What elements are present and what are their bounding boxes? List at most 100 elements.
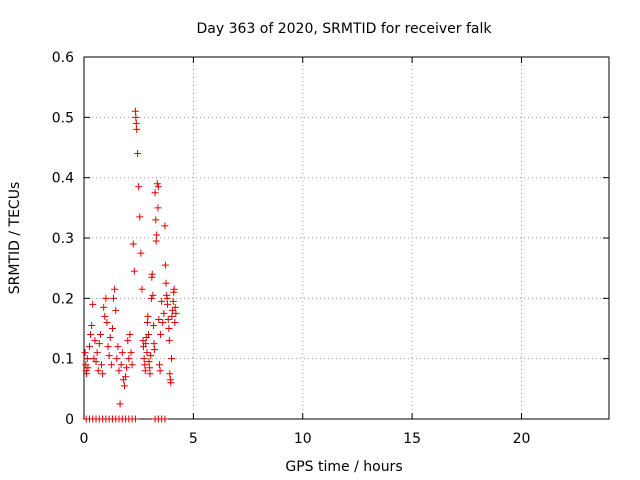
data-point	[114, 343, 122, 351]
data-point	[145, 331, 153, 339]
data-point	[135, 183, 143, 191]
x-tick-label: 0	[80, 431, 89, 447]
x-tick-label: 10	[294, 431, 312, 447]
data-points	[81, 107, 180, 423]
data-point	[150, 340, 158, 348]
data-point	[84, 364, 92, 372]
data-point	[87, 331, 95, 339]
data-point	[155, 361, 163, 369]
data-point	[156, 367, 164, 375]
data-point	[96, 331, 104, 339]
data-point	[107, 361, 115, 369]
data-point	[148, 270, 156, 278]
data-point	[150, 346, 158, 354]
data-point	[88, 321, 96, 329]
data-point	[155, 315, 163, 323]
data-point	[132, 119, 140, 127]
x-tick-label: 5	[189, 431, 198, 447]
data-point	[108, 325, 116, 332]
data-point	[146, 370, 154, 378]
data-point	[99, 370, 107, 378]
data-point	[129, 240, 137, 248]
data-point	[83, 370, 91, 378]
data-point	[162, 279, 170, 287]
data-point	[146, 364, 154, 372]
data-point	[94, 367, 102, 375]
chart-title: Day 363 of 2020, SRMTID for receiver fal…	[197, 21, 493, 37]
data-point	[143, 318, 151, 326]
data-point	[159, 318, 167, 326]
data-point	[81, 349, 89, 357]
data-point	[91, 337, 99, 345]
data-point	[123, 364, 131, 372]
x-tick-label: 20	[513, 431, 531, 447]
data-point	[172, 309, 180, 317]
data-point	[165, 325, 173, 332]
data-point	[171, 303, 179, 311]
data-point	[136, 213, 144, 221]
data-point	[106, 334, 114, 342]
data-point	[105, 352, 113, 360]
data-point	[164, 300, 172, 308]
data-point	[133, 125, 141, 133]
data-point	[168, 312, 176, 320]
data-point	[161, 222, 169, 230]
data-point	[117, 361, 125, 369]
data-point	[170, 285, 178, 293]
data-point	[115, 367, 123, 375]
data-point	[151, 189, 159, 197]
data-point	[130, 267, 138, 275]
data-point	[142, 340, 150, 348]
data-point	[163, 294, 171, 302]
y-tick-label: 0.4	[52, 171, 74, 187]
data-point	[144, 312, 152, 320]
data-point	[154, 183, 162, 191]
axis-ticks: 0 0.1 0.2 0.3 0.4 0.5 0.6 0 5 10 15 20	[52, 50, 609, 447]
data-point	[145, 358, 153, 366]
y-tick-label: 0.1	[52, 352, 74, 368]
data-point	[152, 237, 160, 245]
data-point	[83, 355, 91, 363]
data-point	[116, 400, 124, 408]
data-point	[126, 331, 134, 339]
y-tick-label: 0.5	[52, 110, 74, 126]
y-tick-label: 0	[65, 412, 74, 428]
data-point	[165, 337, 173, 345]
data-point	[158, 297, 166, 305]
grid-lines	[84, 57, 609, 419]
data-point	[104, 343, 112, 351]
data-point	[152, 216, 160, 224]
y-tick-label: 0.2	[52, 291, 74, 307]
data-point	[110, 294, 118, 302]
data-point	[112, 306, 120, 314]
data-point	[168, 355, 175, 363]
data-point	[120, 382, 128, 390]
y-tick-label: 0.3	[52, 231, 74, 247]
data-point	[141, 367, 149, 375]
data-point	[167, 379, 175, 387]
data-point	[160, 309, 168, 317]
data-point	[127, 349, 135, 357]
data-point	[143, 349, 151, 357]
data-point	[141, 361, 149, 369]
data-point	[140, 355, 148, 363]
data-point	[166, 370, 174, 378]
y-axis-label: SRMTID / TECUs	[7, 182, 23, 295]
data-point	[131, 415, 139, 423]
data-point	[100, 303, 108, 311]
data-point	[101, 312, 109, 320]
data-point	[153, 231, 161, 239]
data-point	[161, 415, 169, 423]
data-point	[92, 358, 100, 366]
data-point	[103, 318, 111, 326]
data-point	[95, 340, 103, 348]
data-point	[98, 361, 105, 369]
data-point	[147, 352, 155, 360]
data-point	[138, 285, 146, 293]
data-point	[149, 291, 157, 299]
y-tick-label: 0.6	[52, 50, 74, 66]
data-point	[122, 373, 130, 381]
data-point	[89, 300, 97, 308]
data-point	[150, 321, 158, 329]
